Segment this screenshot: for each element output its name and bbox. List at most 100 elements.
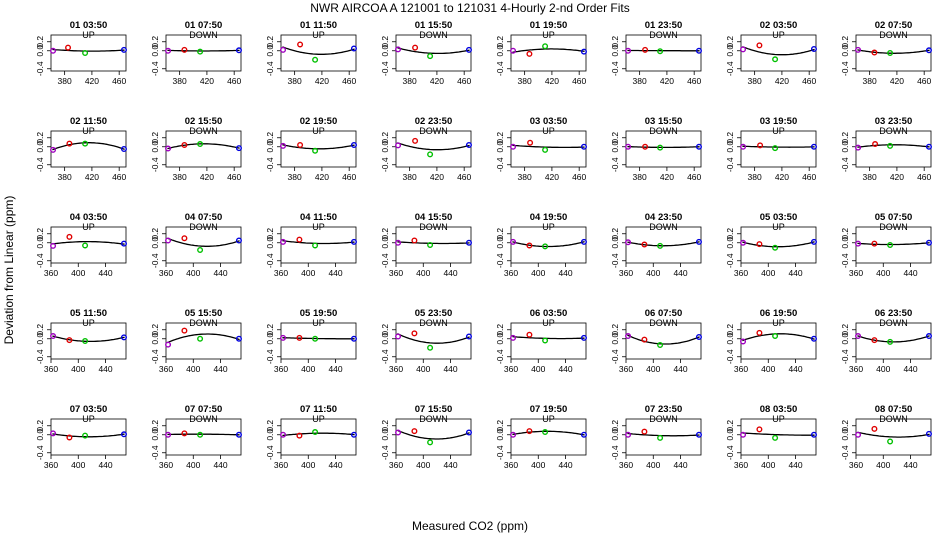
panel-title: 02 23:50 [415,116,453,127]
x-tick-label: 380 [288,76,302,86]
fit-curve [282,432,355,437]
y-tick-label: -0.4 [610,445,620,460]
y-tick-label: -0.4 [380,157,390,172]
x-tick-label: 400 [646,460,660,470]
panel-title: 06 23:50 [875,308,913,319]
y-tick-label: 0.2 [840,132,850,144]
y-tick-label: 0.2 [495,132,505,144]
data-point [165,47,172,54]
x-tick-label: 460 [687,76,701,86]
y-tick-label: -0.4 [150,445,160,460]
data-point [740,46,747,53]
panel-title: 03 03:50 [530,116,568,127]
x-tick-label: 360 [274,268,288,278]
figure-title: NWR AIRCOA A 121001 to 121031 4-Hourly 2… [310,1,630,15]
x-tick-label: 440 [213,268,227,278]
data-point [412,137,419,144]
x-tick-label: 380 [748,172,762,182]
panel-frame [165,34,242,72]
data-point [641,336,648,343]
data-point [625,143,632,150]
data-point [296,236,303,243]
data-point [280,431,287,438]
data-point [350,141,357,148]
y-tick-label: 0.0 [725,141,735,153]
y-tick-label: 0.0 [840,429,850,441]
data-point [411,237,418,244]
data-point [312,335,319,342]
data-point [165,237,172,244]
panel-frame [855,418,932,456]
x-tick-label: 440 [328,268,342,278]
data-point [296,432,303,439]
data-point [757,142,764,149]
y-tick-label: -0.4 [725,61,735,76]
data-point [66,140,73,147]
x-tick-label: 420 [430,76,444,86]
x-tick-label: 460 [802,172,816,182]
data-point [120,145,127,152]
x-tick-label: 360 [159,268,173,278]
data-point [542,43,549,50]
data-point [181,46,188,53]
data-point [350,431,357,438]
y-tick-label: -0.4 [35,445,45,460]
y-tick-label: 0.0 [265,141,275,153]
data-point [50,242,57,249]
data-point [580,143,587,150]
x-tick-label: 400 [301,364,315,374]
data-point [642,46,649,53]
x-tick-label: 440 [558,364,572,374]
data-point [871,49,878,56]
x-tick-label: 380 [518,76,532,86]
data-point [887,50,894,57]
fit-curve [167,49,240,52]
data-point [641,428,648,435]
data-point [66,337,73,344]
y-tick-label: 0.2 [610,228,620,240]
y-tick-label: 0.2 [725,132,735,144]
y-tick-label: 0.2 [610,132,620,144]
x-tick-label: 420 [775,172,789,182]
data-point [197,48,204,55]
x-tick-label: 360 [44,364,58,374]
data-point [855,144,862,151]
x-tick-label: 460 [917,76,931,86]
y-tick-label: -0.4 [495,445,505,460]
y-tick-label: 0.0 [265,333,275,345]
x-tick-label: 400 [761,364,775,374]
y-tick-label: 0.2 [150,132,160,144]
data-point [297,141,304,148]
panel-frame [280,34,357,72]
data-point [641,241,648,248]
x-tick-label: 440 [328,364,342,374]
x-tick-label: 360 [849,364,863,374]
panel-title: 05 19:50 [300,308,338,319]
data-point [465,333,472,340]
fit-curve [397,47,470,55]
data-point [427,241,434,248]
x-tick-label: 380 [748,76,762,86]
fit-curve [627,334,700,345]
data-point [120,431,127,438]
data-point [625,333,632,340]
data-point [465,46,472,53]
fit-curve [857,144,930,148]
data-point [120,46,127,53]
fit-curve [512,144,585,149]
y-tick-label: 0.2 [265,132,275,144]
panel-frame [50,418,127,456]
data-point [772,434,779,441]
y-tick-label: -0.4 [495,253,505,268]
x-tick-label: 360 [619,268,633,278]
fit-curve [52,48,125,52]
y-tick-label: -0.4 [840,445,850,460]
data-point [411,428,418,435]
y-tick-label: 0.0 [150,45,160,57]
